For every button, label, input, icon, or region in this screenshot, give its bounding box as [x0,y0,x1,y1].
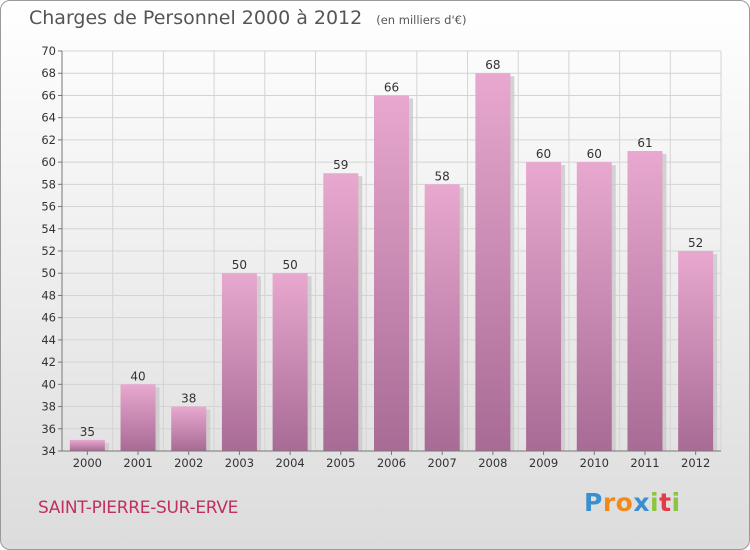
y-tick-label: 48 [41,288,56,302]
x-tick-label: 2006 [377,456,406,470]
y-tick-label: 44 [41,333,56,347]
data-label: 52 [688,236,703,250]
y-tick-label: 58 [41,177,56,191]
bar-2010 [576,162,612,451]
data-labels: 35 40 38 50 50 59 66 58 68 60 60 61 52 [80,58,704,439]
y-tick-label: 46 [41,311,56,325]
x-tick-label: 2000 [73,456,102,470]
bar-2002 [171,406,207,451]
y-tick-label: 56 [41,200,56,214]
y-tick-label: 60 [41,155,56,169]
data-label: 59 [333,158,348,172]
bar-2008 [475,73,511,451]
data-label: 50 [282,258,297,272]
y-tick-label: 50 [41,266,56,280]
data-label: 60 [536,147,551,161]
x-tick-label: 2007 [428,456,457,470]
y-tick-label: 64 [41,111,56,125]
data-label: 60 [587,147,602,161]
x-tick-label: 2008 [478,456,507,470]
bar-2012 [678,251,714,451]
bar-2006 [374,95,409,451]
bars [69,73,714,452]
x-tick-label: 2002 [174,456,203,470]
chart-header: Charges de Personnel 2000 à 2012 (en mill… [29,7,466,29]
x-tick-label: 2003 [225,456,254,470]
chart-title: Charges de Personnel 2000 à 2012 [29,7,363,29]
y-tick-label: 66 [41,88,56,102]
town-name: SAINT-PIERRE-SUR-ERVE [38,498,239,518]
proxiti-logo: Proxiti [584,488,681,517]
axes: 34 36 38 40 42 44 46 48 50 52 54 56 58 60 62 64 66 68 70 20… [41,44,721,470]
x-tick-label: 2005 [326,456,355,470]
data-label: 58 [435,169,450,183]
data-label: 35 [80,425,95,439]
bar-2001 [120,384,156,451]
data-label: 40 [130,369,145,383]
x-tick-label: 2010 [580,456,609,470]
bar-2007 [424,184,460,452]
bar-2005 [323,173,359,451]
data-label: 61 [637,136,652,150]
data-label: 66 [384,80,399,94]
bar-2000 [69,439,105,451]
y-tick-label: 38 [41,400,56,414]
y-tick-label: 34 [41,444,56,458]
y-tick-label: 70 [41,44,56,58]
x-tick-label: 2011 [630,456,659,470]
data-label: 68 [485,58,500,72]
y-tick-label: 68 [41,66,56,80]
x-tick-label: 2001 [123,456,152,470]
data-label: 38 [181,392,196,406]
data-label: 50 [232,258,247,272]
x-tick-label: 2004 [275,456,304,470]
y-tick-label: 52 [41,244,56,258]
y-tick-label: 54 [41,222,56,236]
y-tick-label: 40 [41,377,56,391]
bar-2003 [221,273,257,451]
x-tick-label: 2009 [529,456,558,470]
y-tick-label: 36 [41,422,56,436]
y-tick-label: 62 [41,133,56,147]
bar-2004 [272,273,308,451]
x-tick-label: 2012 [681,456,710,470]
chart-subtitle: (en milliers d'€) [376,13,467,27]
bar-2011 [627,151,663,451]
bar-2009 [526,162,562,451]
y-tick-label: 42 [41,355,56,369]
